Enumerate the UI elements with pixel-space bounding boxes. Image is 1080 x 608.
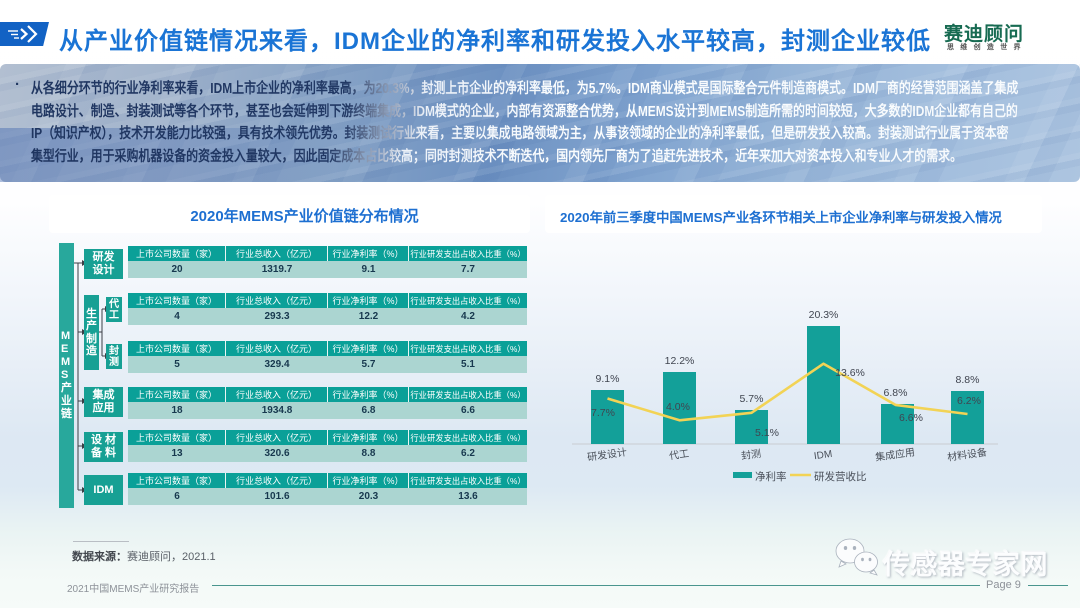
svg-text:6.8%: 6.8% — [884, 387, 908, 399]
svg-text:7.7%: 7.7% — [591, 407, 615, 419]
svg-text:8.8%: 8.8% — [956, 374, 980, 386]
svg-text:20.3%: 20.3% — [809, 309, 839, 321]
svg-text:4.0%: 4.0% — [666, 401, 690, 413]
svg-text:6.6%: 6.6% — [899, 412, 923, 424]
svg-text:5.1%: 5.1% — [755, 427, 779, 439]
svg-text:12.2%: 12.2% — [665, 355, 695, 367]
svg-text:代工: 代工 — [668, 448, 689, 463]
svg-text:集成应用: 集成应用 — [874, 445, 915, 463]
svg-text:研发营收比: 研发营收比 — [814, 470, 867, 483]
svg-text:13.6%: 13.6% — [835, 367, 865, 379]
svg-text:6.2%: 6.2% — [957, 395, 981, 407]
svg-text:材料设备: 材料设备 — [946, 445, 987, 463]
svg-text:封测: 封测 — [740, 447, 762, 463]
svg-text:9.1%: 9.1% — [596, 373, 620, 385]
svg-text:净利率: 净利率 — [755, 470, 787, 483]
svg-text:研发设计: 研发设计 — [586, 445, 627, 463]
svg-text:5.7%: 5.7% — [740, 393, 764, 405]
svg-text:IDM: IDM — [813, 449, 833, 462]
